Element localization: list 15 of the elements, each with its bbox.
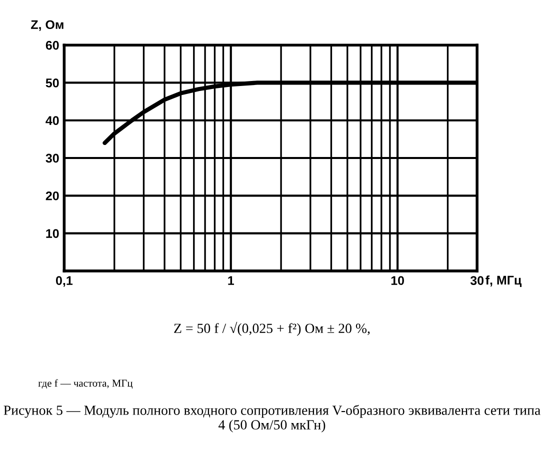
y-tick-label: 10 bbox=[46, 229, 59, 238]
x-axis-title: f, МГц bbox=[486, 275, 522, 288]
y-tick-label: 60 bbox=[46, 40, 59, 50]
text: Z = 50 f / √(0,025 + f²) Ом ± 20 %, bbox=[174, 322, 370, 336]
y-tick-label: 20 bbox=[46, 191, 59, 200]
y-axis-title: Z, Ом bbox=[31, 20, 64, 31]
text: где f — частота, МГц bbox=[38, 379, 133, 389]
y-tick-label: 50 bbox=[46, 78, 59, 88]
x-tick-label: 0,1 bbox=[56, 276, 73, 287]
y-tick-label: 40 bbox=[46, 116, 59, 126]
x-tick-label: 10 bbox=[391, 276, 404, 285]
text: Рисунок 5 — Модуль полного входного сопротивления V-образного эквивалента сети типа 4 (50 Ом/50 мкГн) bbox=[4, 404, 540, 432]
x-tick-label: 1 bbox=[228, 276, 234, 285]
y-tick-label: 30 bbox=[46, 154, 59, 163]
x-tick-label: 30 bbox=[470, 276, 484, 285]
